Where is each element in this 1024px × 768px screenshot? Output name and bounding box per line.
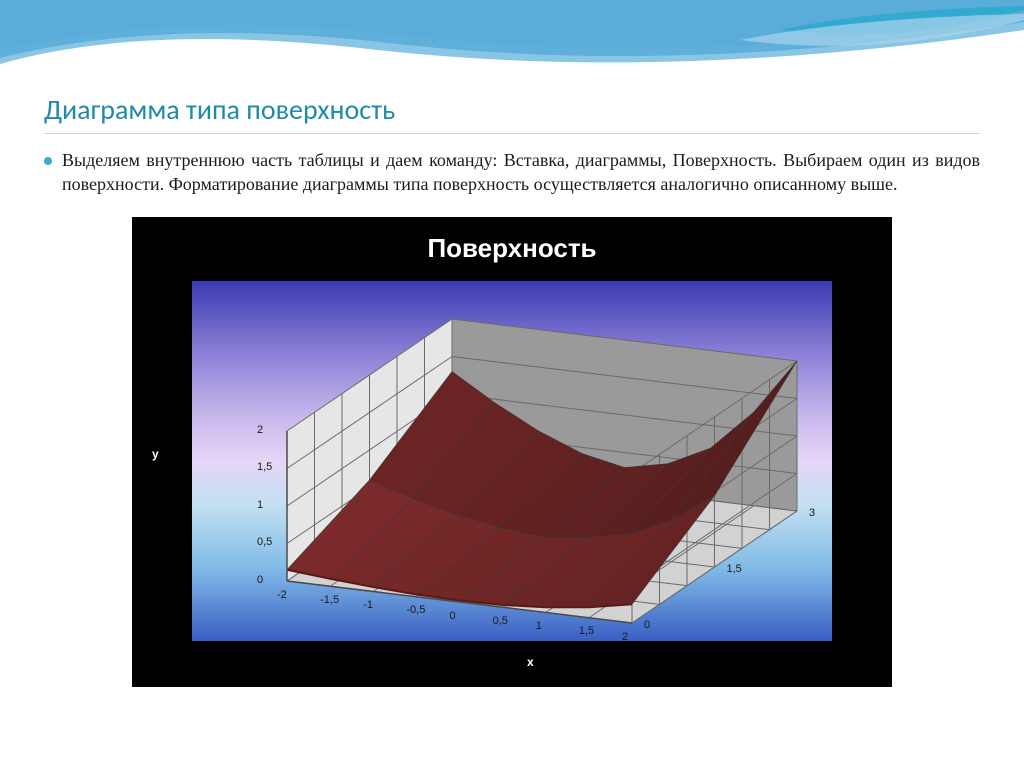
- chart-tick: 0: [450, 610, 456, 622]
- chart-tick: -1,5: [320, 594, 339, 606]
- y-axis-label: y: [152, 447, 159, 461]
- bullet-dot-icon: [44, 157, 52, 165]
- bullet-item: Выделяем внутреннюю часть таблицы и даем…: [44, 148, 980, 197]
- chart-tick: 1,5: [727, 563, 742, 575]
- chart-tick: -2: [277, 589, 287, 601]
- chart-tick: 1,5: [579, 625, 594, 637]
- chart-tick: 0,5: [493, 615, 508, 627]
- chart-title: Поверхность: [132, 217, 892, 264]
- chart-tick: 0: [257, 574, 263, 586]
- chart-tick: 2: [257, 424, 263, 436]
- chart-tick: 0,5: [257, 536, 272, 548]
- chart-tick: -1: [363, 599, 373, 611]
- surface-chart: Поверхность y x 0 0,5 1 1,5 2 -2 -1,5 -1 -0,5 0 0,…: [132, 217, 892, 687]
- chart-tick: 1: [536, 620, 542, 632]
- chart-tick: 0: [644, 619, 650, 631]
- chart-tick: 3: [809, 507, 815, 519]
- x-axis-label: x: [527, 655, 534, 669]
- bullet-text: Выделяем внутреннюю часть таблицы и даем…: [62, 148, 980, 197]
- chart-plot-area: [192, 281, 832, 641]
- slide-title: Диаграмма типа поверхность: [44, 92, 980, 134]
- chart-tick: 1,5: [257, 461, 272, 473]
- surface-svg: [192, 281, 832, 641]
- chart-tick: -0,5: [406, 604, 425, 616]
- chart-tick: 2: [622, 631, 628, 643]
- chart-tick: 1: [257, 499, 263, 511]
